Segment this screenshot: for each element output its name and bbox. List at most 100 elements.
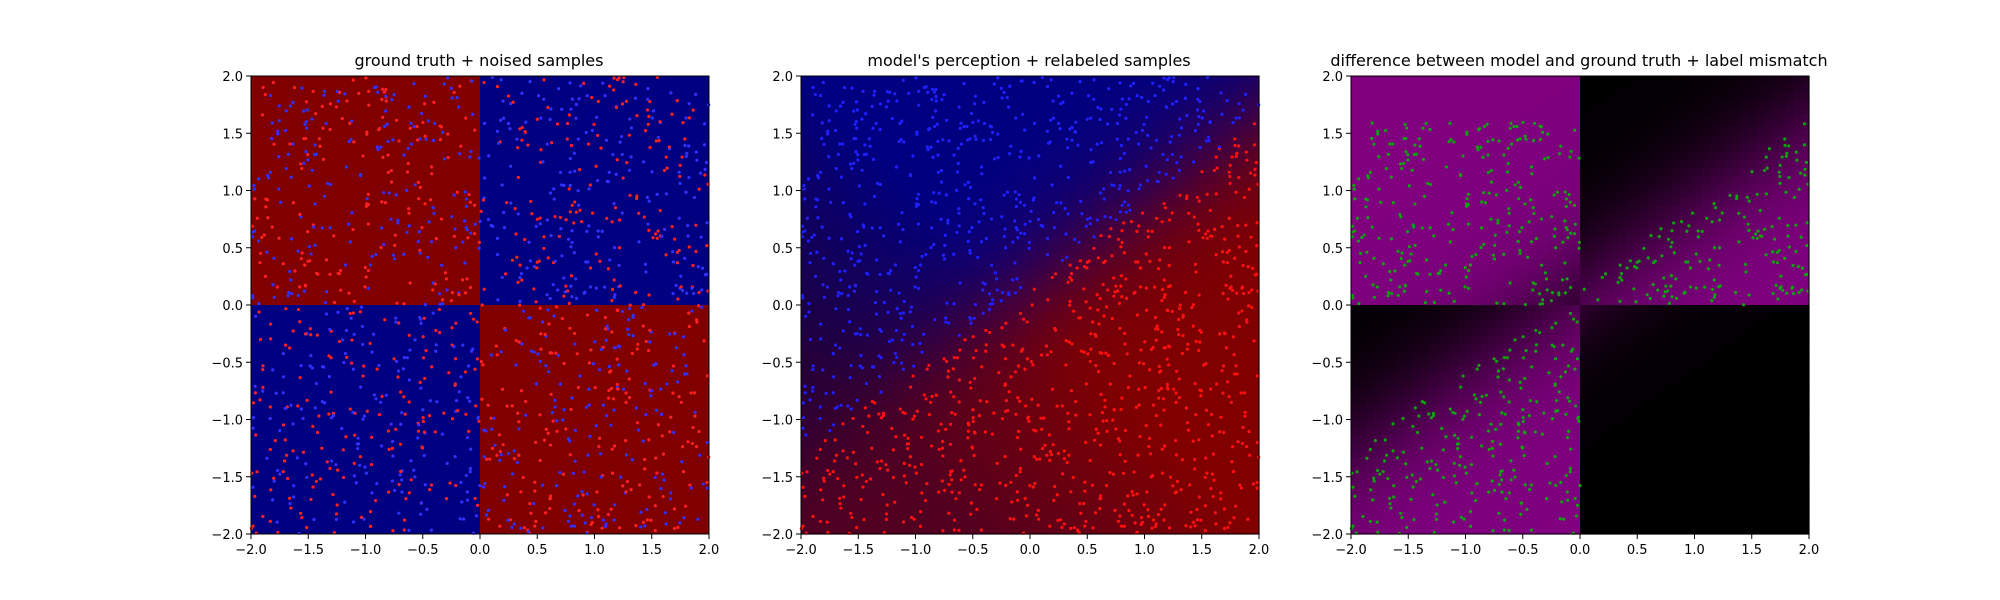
data-point xyxy=(514,363,518,367)
data-point xyxy=(302,109,306,113)
data-point xyxy=(573,342,577,346)
heatmap-cell xyxy=(801,106,810,115)
data-point xyxy=(653,232,658,236)
heatmap-cell xyxy=(1220,297,1230,306)
heatmap-cell xyxy=(892,98,901,108)
heatmap-cell xyxy=(991,259,1001,268)
heatmap-cell xyxy=(1197,419,1207,428)
data-point xyxy=(578,167,582,172)
heatmap-cell xyxy=(923,312,932,321)
heatmap-cell xyxy=(1075,465,1085,474)
data-point xyxy=(495,85,500,89)
heatmap-cell xyxy=(816,190,825,199)
heatmap-cell xyxy=(854,167,863,176)
heatmap-cell xyxy=(991,450,1001,459)
heatmap-cell xyxy=(938,465,947,474)
data-point xyxy=(497,433,502,437)
heatmap-cell xyxy=(984,488,993,497)
heatmap-cell xyxy=(1083,518,1092,527)
data-point xyxy=(320,226,324,230)
heatmap-cell xyxy=(808,305,817,314)
heatmap-cell xyxy=(1190,236,1199,245)
heatmap-cell xyxy=(1243,526,1252,535)
heatmap-cell xyxy=(1144,121,1153,131)
data-point xyxy=(648,340,652,344)
heatmap-cell xyxy=(907,343,917,352)
heatmap-cell xyxy=(1113,472,1123,482)
heatmap-cell xyxy=(1136,327,1146,337)
heatmap-cell xyxy=(884,320,894,329)
heatmap-cell xyxy=(1144,373,1153,382)
heatmap-cell xyxy=(961,213,970,222)
heatmap-cell xyxy=(801,297,810,306)
heatmap-cell xyxy=(1243,243,1252,253)
heatmap-cell xyxy=(1121,373,1130,382)
heatmap-cell xyxy=(801,480,810,489)
heatmap-cell xyxy=(1144,83,1153,92)
data-point xyxy=(604,338,608,342)
heatmap-cell xyxy=(823,526,833,535)
heatmap-cell xyxy=(1091,442,1100,451)
data-point xyxy=(628,303,632,307)
heatmap-cell xyxy=(1075,114,1085,123)
heatmap-cell xyxy=(1167,305,1176,314)
heatmap-cell xyxy=(877,419,886,428)
heatmap-cell xyxy=(923,243,932,253)
data-point xyxy=(649,394,653,398)
heatmap-cell xyxy=(1167,480,1176,489)
heatmap-cell xyxy=(1091,198,1100,207)
heatmap-cell xyxy=(877,121,886,131)
heatmap-cell xyxy=(1159,480,1168,489)
data-point xyxy=(704,160,709,165)
heatmap-cell xyxy=(1113,289,1123,298)
heatmap-cell xyxy=(999,152,1008,161)
data-point xyxy=(305,230,310,234)
heatmap-cell xyxy=(1152,152,1161,161)
heatmap-cell xyxy=(1228,228,1237,237)
data-point xyxy=(608,258,612,262)
heatmap-cell xyxy=(1205,450,1214,459)
heatmap-cell xyxy=(923,114,932,123)
heatmap-cell xyxy=(1236,503,1245,512)
x-tick-label: −1.0 xyxy=(350,543,382,558)
heatmap-cell xyxy=(808,251,817,260)
heatmap-cell xyxy=(854,121,863,131)
heatmap-cell xyxy=(1175,152,1184,161)
heatmap-cell xyxy=(976,274,985,283)
heatmap-cell xyxy=(976,266,985,276)
heatmap-cell xyxy=(877,427,886,436)
data-point xyxy=(261,389,265,393)
heatmap-cell xyxy=(1175,274,1184,283)
heatmap-cell xyxy=(1106,480,1115,489)
heatmap-cell xyxy=(1014,106,1023,115)
heatmap-cell xyxy=(1068,343,1077,352)
heatmap-cell xyxy=(1243,419,1252,428)
heatmap-cell xyxy=(953,98,962,108)
data-point xyxy=(393,243,397,247)
heatmap-cell xyxy=(1106,312,1115,321)
heatmap-cell xyxy=(1205,121,1214,131)
heatmap-cell xyxy=(1007,137,1016,146)
data-point xyxy=(490,427,494,431)
heatmap-cell xyxy=(991,503,1001,512)
heatmap-cell xyxy=(823,411,833,421)
data-point xyxy=(329,356,333,360)
heatmap-cell xyxy=(1175,503,1184,512)
data-point xyxy=(365,132,369,136)
heatmap-cell xyxy=(1091,350,1100,360)
data-point xyxy=(405,170,410,174)
heatmap-cell xyxy=(1228,175,1237,184)
heatmap-cell xyxy=(1098,190,1107,199)
heatmap-cell xyxy=(1106,198,1115,207)
heatmap-cell xyxy=(854,305,863,314)
heatmap-cell xyxy=(884,381,894,390)
heatmap-cell xyxy=(839,335,848,344)
heatmap-cell xyxy=(877,320,886,329)
heatmap-cell xyxy=(1052,282,1062,291)
heatmap-cell xyxy=(884,434,894,443)
data-point xyxy=(501,99,505,103)
heatmap-cell xyxy=(984,480,993,489)
data-point xyxy=(456,408,460,413)
heatmap-cell xyxy=(938,480,947,489)
heatmap-cell xyxy=(1251,137,1260,146)
